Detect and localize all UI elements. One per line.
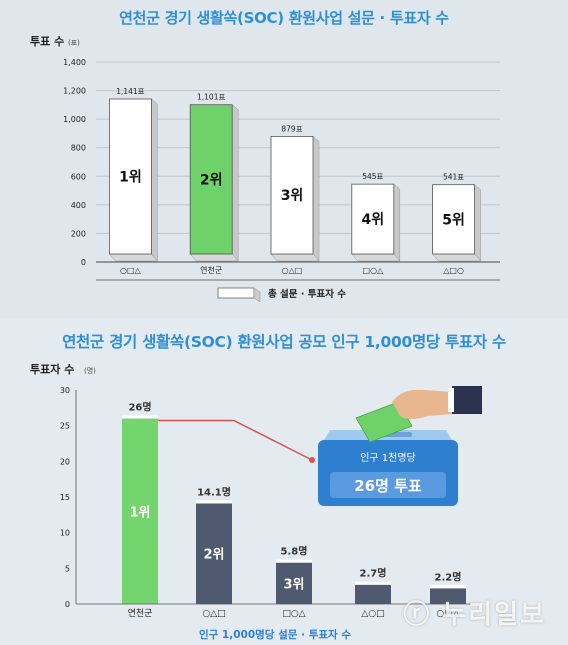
legend-swatch-side [253,287,261,303]
bar-cap [430,585,466,589]
connector-line [158,419,313,461]
bar-side [474,184,481,262]
bar-cap [122,415,158,419]
bar-side [151,98,158,262]
chart-panel-per-1000: 연천군 경기 생활쏙(SOC) 환원사업 공모 인구 1,000명당 투표자 수… [0,318,568,645]
bar-side [231,104,239,262]
y-tick-label: 25 [60,422,70,431]
y-tick-label: 1,000 [63,115,86,124]
x-tick-label: △□○ [443,266,464,275]
ballot-label: 인구 1천명당 [360,452,416,464]
data-label: 545표 [362,172,383,181]
data-label: 26명 [128,401,151,414]
bar-side [393,183,401,262]
bar [430,588,466,604]
bar-chart-total-votes: 투표 수 (표) 0 200 400 600 800 1,000 1,200 1,400 1,141… [30,35,500,303]
bar [109,98,152,255]
bar-cap [276,559,312,563]
bar [432,184,476,255]
bar [276,562,312,604]
data-label: 2.2명 [435,570,462,583]
rank-label: 3위 [281,188,304,204]
rank-label: 2위 [200,172,223,188]
y-tick-label: 1,200 [63,87,86,96]
y-tick-label: 400 [71,201,86,210]
bar [351,183,395,255]
rank-label: 1위 [119,170,142,186]
legend-label: 총 설문 · 투표자 수 [268,288,346,300]
chart-title: 연천군 경기 생활쏙(SOC) 환원사업 설문 · 투표자 수 [119,9,449,27]
watermark-logo: ⓡ 누리일보 [403,600,546,630]
bar [196,503,232,604]
bar-bottom [432,253,482,262]
x-tick-label: ○△□ [282,266,303,275]
y-tick-label: 15 [60,493,70,502]
bar [270,136,314,255]
x-tick-label: □○△ [282,609,305,619]
connector-dot [309,457,315,463]
data-label: 5.8명 [281,545,308,558]
legend-swatch [217,287,255,299]
ballot-value: 26명 투표 [354,477,422,495]
x-axis-label: 인구 1,000명당 설문 · 투표자 수 [199,628,351,641]
cuff-icon [448,388,454,412]
bar-bottom [189,253,239,262]
x-tick-label: □○△ [362,266,384,275]
x-tick-label: △○□ [361,609,384,619]
x-tick-label: 연천군 [128,608,153,619]
y-tick-label: 200 [71,229,86,238]
bar-bottom [108,253,158,262]
y-axis-unit: (표) [68,39,80,47]
bar-cap [196,500,232,504]
x-tick-label: ○△□ [202,609,225,619]
rank-label: 2위 [203,548,224,563]
data-label: 1,101표 [197,93,225,102]
y-tick-label: 0 [81,258,86,267]
bar-bottom [351,253,401,262]
bar [355,584,391,604]
y-axis-unit: (명) [84,366,96,375]
chart-panel-total-votes: 연천군 경기 생활쏙(SOC) 환원사업 설문 · 투표자 수 투표 수 (표) 0… [0,0,568,318]
hand-icon [392,389,452,419]
y-tick-label: 600 [71,172,86,181]
bar [189,104,233,255]
y-tick-label: 1,400 [63,58,86,67]
data-label: 1,141표 [116,87,144,96]
data-label: 879표 [281,124,302,133]
data-label: 2.7명 [360,567,387,580]
data-label: 541표 [443,173,464,182]
y-axis-label: 투표자 수 [30,362,74,376]
rank-label: 4위 [361,212,384,228]
x-tick-label: 연천군 [200,265,222,275]
y-tick-label: 10 [60,529,70,538]
bar-bottom [270,253,320,262]
rank-label: 5위 [442,212,465,228]
x-tick-label: ○□△ [120,266,142,275]
ballot-box-band [330,472,446,498]
y-axis-label: 투표 수 [30,35,64,48]
y-tick-label: 30 [60,386,70,395]
bar-cap [355,581,391,585]
y-tick-label: 0 [65,600,70,609]
bar [122,418,158,604]
data-label: 14.1명 [197,485,231,498]
rank-label: 1위 [129,505,150,520]
y-tick-label: 5 [65,564,70,573]
y-tick-label: 20 [60,457,70,466]
y-tick-label: 800 [71,144,86,153]
sleeve-icon [452,386,482,414]
chart-title: 연천군 경기 생활쏙(SOC) 환원사업 공모 인구 1,000명당 투표자 수 [62,333,506,351]
x-tick-label: ○□△ [436,609,459,619]
rank-label: 3위 [283,577,304,592]
bar-side [312,135,320,262]
